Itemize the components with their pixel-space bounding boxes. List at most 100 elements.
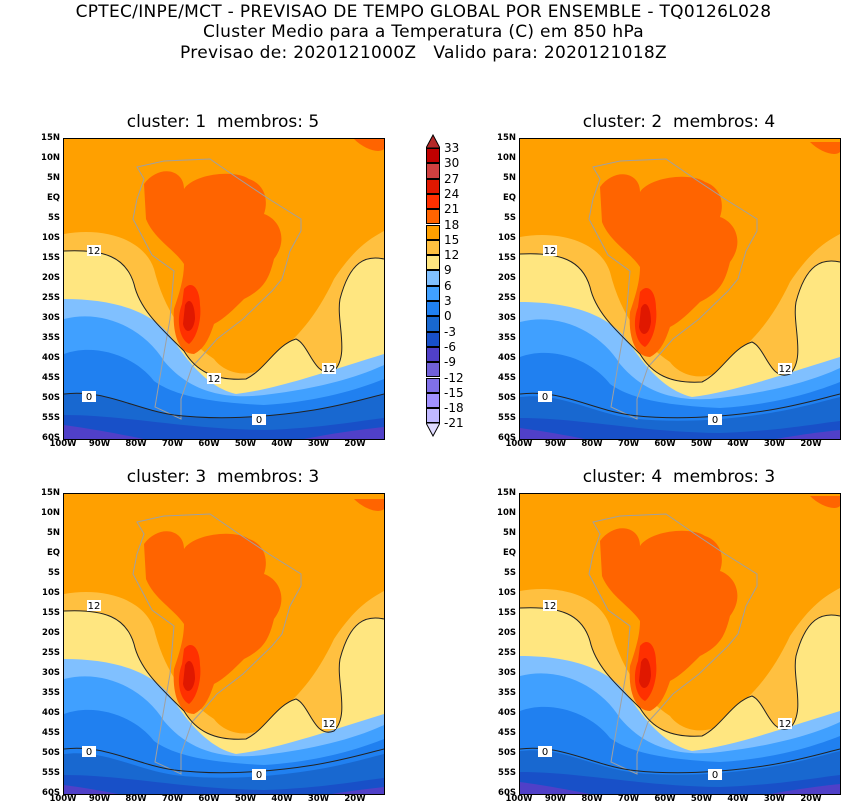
coastline xyxy=(588,513,758,775)
lat-tick-label: 25S xyxy=(498,293,516,303)
lon-tick-label: 60W xyxy=(654,439,676,449)
lon-tick-label: 90W xyxy=(88,439,111,449)
contour-0 xyxy=(520,392,840,419)
contour-label-bg xyxy=(82,391,96,402)
colorbar-swatch xyxy=(426,392,440,409)
contour-label-bg xyxy=(543,245,557,256)
lon-tick-label: 90W xyxy=(88,794,111,804)
lon-tick-label: 60W xyxy=(198,439,220,449)
lat-tick-label: 15S xyxy=(498,253,516,263)
lon-tick-label: 100W xyxy=(505,439,533,449)
temperature-shading xyxy=(600,142,840,357)
coastline xyxy=(132,158,302,420)
lat-tick-label: 60S xyxy=(498,433,516,443)
lat-tick-label: EQ xyxy=(46,548,60,558)
lat-tick-label: 10N xyxy=(41,153,60,163)
colorbar-swatch xyxy=(426,193,440,210)
lat-tick-label: EQ xyxy=(502,548,516,558)
colorbar-swatch xyxy=(426,163,440,179)
lat-tick-label: 10N xyxy=(497,153,516,163)
colorbar-swatch xyxy=(426,209,440,225)
lat-tick-label: 5N xyxy=(502,173,516,183)
lat-tick-label: 5S xyxy=(47,213,60,223)
colorbar-under-arrow xyxy=(426,423,440,438)
lat-tick-label: 25S xyxy=(42,293,60,303)
lon-tick-label: 60W xyxy=(198,794,220,804)
lon-tick-label: 30W xyxy=(763,439,786,449)
contour-label: 12 xyxy=(779,719,792,730)
lat-tick-label: 20S xyxy=(42,273,60,283)
contour-label-bg xyxy=(87,245,101,256)
temperature-shading xyxy=(520,428,840,439)
lat-tick-label: 60S xyxy=(42,433,60,443)
lat-tick-label: 10S xyxy=(498,233,516,243)
figure-title-line3: Previsao de: 2020121000Z Valido para: 20… xyxy=(180,43,667,63)
colorbar-swatch xyxy=(426,178,440,194)
lon-tick-label: 90W xyxy=(544,794,567,804)
colorbar-label: -21 xyxy=(444,416,464,431)
lat-tick-label: 45S xyxy=(498,728,516,738)
lat-tick-label: 40S xyxy=(498,353,516,363)
lon-tick-label: 50W xyxy=(690,794,713,804)
lon-tick-label: 50W xyxy=(234,794,257,804)
temperature-shading xyxy=(64,425,384,439)
lon-tick-label: 40W xyxy=(727,439,749,449)
lat-tick-label: 35S xyxy=(42,688,60,698)
lat-tick-label: 60S xyxy=(498,788,516,798)
contour-label-bg xyxy=(82,746,96,757)
lat-tick-label: 5S xyxy=(47,568,60,578)
lon-tick-label: 40W xyxy=(271,439,293,449)
panel-title: cluster: 2 membros: 4 xyxy=(582,112,776,132)
lon-tick-label: 20W xyxy=(800,794,822,804)
colorbar-swatch xyxy=(426,270,440,286)
colorbar-swatch xyxy=(426,362,440,378)
lon-tick-label: 20W xyxy=(344,439,366,449)
colorbar-label: 24 xyxy=(444,186,460,201)
lat-tick-label: 40S xyxy=(42,353,60,363)
lat-tick-label: 15N xyxy=(41,488,60,498)
lon-tick-label: 20W xyxy=(800,439,822,449)
contour-label: 0 xyxy=(86,392,92,403)
lon-tick-label: 60W xyxy=(654,794,676,804)
colorbar-label: -12 xyxy=(444,370,464,385)
lat-tick-label: 15S xyxy=(42,253,60,263)
contour-0 xyxy=(520,747,840,774)
lat-tick-label: 50S xyxy=(498,393,516,403)
lat-tick-label: 10S xyxy=(42,233,60,243)
lat-tick-label: 30S xyxy=(498,668,516,678)
lat-tick-label: 10S xyxy=(498,588,516,598)
contour-label: 0 xyxy=(86,747,92,758)
lon-tick-label: 80W xyxy=(125,794,147,804)
lon-tick-label: 50W xyxy=(234,439,257,449)
lat-tick-label: EQ xyxy=(46,193,60,203)
lon-tick-label: 40W xyxy=(727,794,749,804)
lat-tick-label: 20S xyxy=(498,628,516,638)
lon-tick-label: 70W xyxy=(617,439,640,449)
colorbar-label: 12 xyxy=(444,248,460,263)
lat-tick-label: 30S xyxy=(498,313,516,323)
colorbar-swatch xyxy=(426,255,440,271)
colorbar-label: 27 xyxy=(444,171,460,186)
temperature-shading xyxy=(64,775,384,794)
lat-tick-label: 35S xyxy=(498,333,516,343)
lat-tick-label: 45S xyxy=(42,373,60,383)
contour-label: 12 xyxy=(323,364,336,375)
contour-label-bg xyxy=(322,718,336,729)
contour-label: 12 xyxy=(208,374,221,385)
lat-tick-label: 15N xyxy=(497,488,516,498)
contour-label-bg xyxy=(322,363,336,374)
lat-tick-label: 10N xyxy=(41,508,60,518)
temperature-shading xyxy=(183,660,195,691)
cluster-map-panel: 12 12 12 0 0 xyxy=(63,138,385,440)
colorbar-swatch xyxy=(426,148,440,164)
contour-label: 0 xyxy=(256,415,262,426)
lat-tick-label: 15S xyxy=(498,608,516,618)
lat-tick-label: 5N xyxy=(46,173,60,183)
colorbar-swatch xyxy=(426,301,440,317)
colorbar-label: -18 xyxy=(444,401,464,416)
lat-tick-label: 50S xyxy=(498,748,516,758)
lat-tick-label: 45S xyxy=(498,373,516,383)
colorbar-label: 21 xyxy=(444,202,460,217)
contour-label: 12 xyxy=(323,719,336,730)
contour-label-bg xyxy=(252,769,266,780)
